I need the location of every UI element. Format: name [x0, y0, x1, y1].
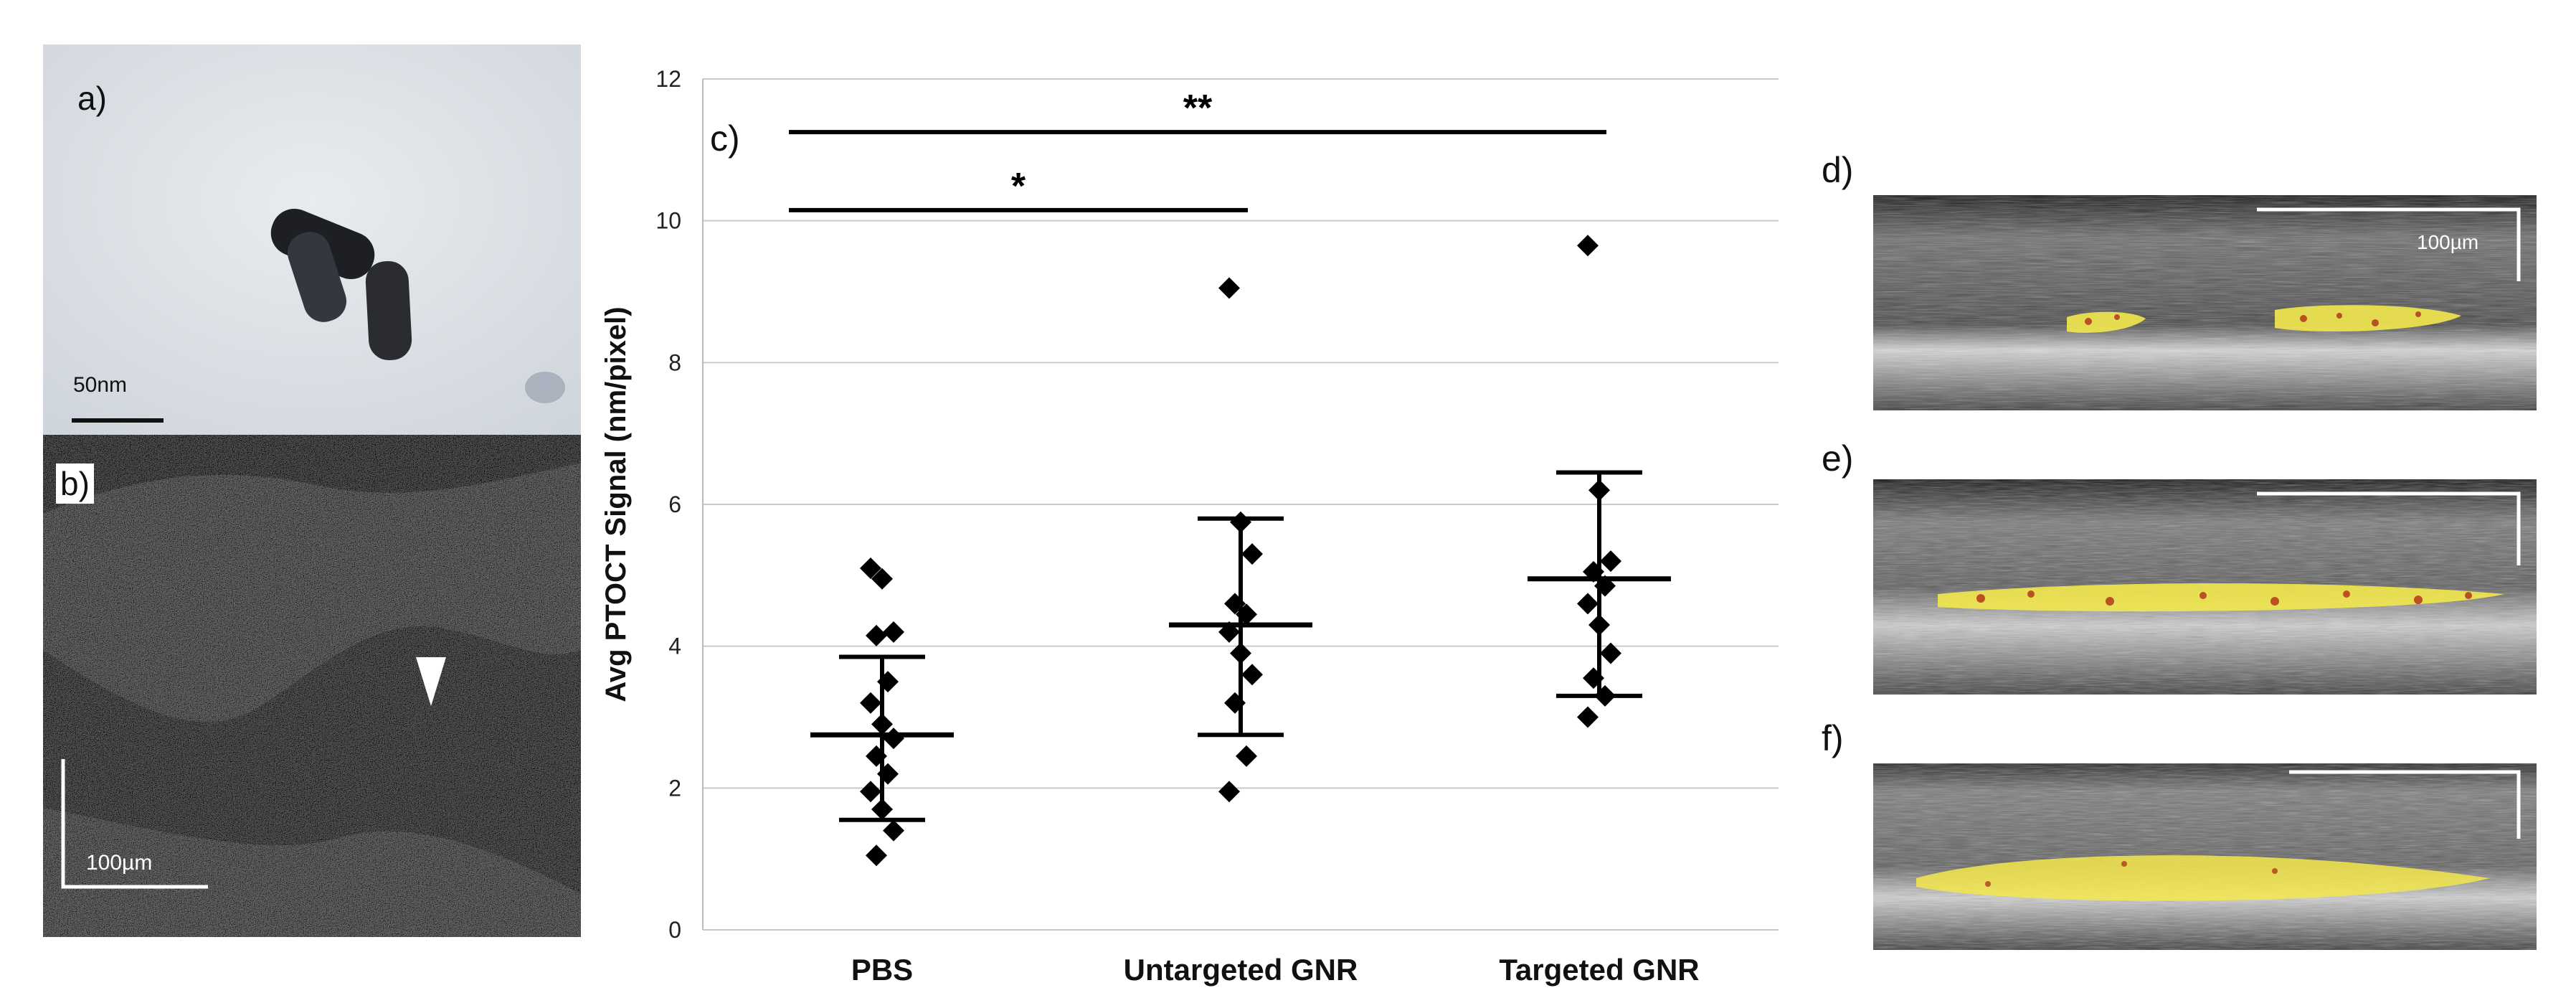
scale-bar-d-label: 100µm: [2417, 231, 2479, 253]
data-point: [1236, 745, 1257, 767]
data-point: [1588, 614, 1610, 636]
data-point: [866, 624, 887, 646]
data-point: [1600, 550, 1621, 573]
nanorod: [365, 260, 412, 361]
panel-c-label: c): [710, 118, 740, 159]
ptoct-overlay: [1916, 855, 2490, 901]
y-tick-label: 6: [668, 491, 681, 517]
oct-image-b: [43, 435, 581, 937]
panel-c-chart: 0 2 4 6 8 10 12 Avg PTOCT Signal (nm/pixel) PBS U…: [595, 29, 1814, 993]
significance-label: *: [1011, 166, 1026, 207]
scatter-chart: 0 2 4 6 8 10 12 Avg PTOCT Signal (nm/pixel) PBS U…: [600, 66, 1779, 987]
data-point: [1230, 642, 1251, 664]
y-tick-label: 4: [668, 634, 681, 659]
data-point: [1583, 667, 1604, 690]
data-point: [1224, 692, 1246, 714]
y-tick-label: 2: [668, 775, 681, 801]
data-point: [1230, 511, 1251, 533]
x-category-label: Untargeted GNR: [1124, 953, 1358, 987]
data-point: [860, 692, 881, 714]
y-tick-label: 8: [668, 349, 681, 375]
panel-a-tem-image: a) 50nm: [43, 44, 581, 435]
data-point: [1241, 543, 1263, 565]
nanorod: [287, 232, 347, 322]
data-point: [1224, 593, 1246, 615]
data-point: [1594, 684, 1616, 707]
significance-label: **: [1183, 88, 1213, 129]
scale-bar-b: [61, 759, 208, 889]
ptoct-overlay: [2275, 305, 2461, 331]
data-point: [1577, 593, 1599, 615]
panel-b-label: b): [56, 463, 94, 504]
y-tick-label: 10: [655, 208, 681, 234]
data-point: [1577, 706, 1599, 728]
data-point: [1218, 277, 1240, 299]
data-point: [1588, 479, 1610, 502]
panel-f-oct-image: [1873, 763, 2537, 950]
data-point: [1594, 575, 1616, 597]
panel-e-label: e): [1822, 438, 1854, 479]
data-point: [1600, 642, 1621, 664]
data-point: [883, 819, 904, 842]
scale-bar-f: [2289, 770, 2521, 839]
data-point: [860, 557, 881, 579]
data-point: [866, 745, 887, 767]
data-point: [871, 798, 893, 820]
panel-b-oct-image: b) 100µm: [43, 435, 581, 937]
data-point: [1241, 664, 1263, 686]
arrowhead-marker: [416, 657, 446, 706]
data-point: [1236, 603, 1257, 626]
data-point: [860, 781, 881, 803]
data-point: [1583, 560, 1604, 583]
data-point: [866, 844, 887, 867]
ptoct-overlay: [1938, 583, 2504, 612]
x-category-label: PBS: [851, 953, 913, 987]
scale-bar-e: [2257, 491, 2521, 565]
ptoct-overlay: [2067, 311, 2146, 333]
data-point: [883, 621, 904, 643]
data-point: [877, 763, 899, 785]
panel-d-label: d): [1822, 150, 1854, 190]
y-axis-label: Avg PTOCT Signal (nm/pixel): [600, 306, 632, 702]
panel-a-label: a): [77, 80, 107, 117]
y-tick-label: 0: [668, 917, 681, 943]
y-tick-label: 12: [655, 66, 681, 92]
data-point: [1577, 235, 1599, 257]
data-point: [877, 671, 899, 693]
data-point: [883, 728, 904, 750]
data-point: [1218, 781, 1240, 803]
data-point: [871, 568, 893, 590]
panel-e-oct-image: [1873, 479, 2537, 695]
scale-bar-b-label: 100µm: [86, 851, 153, 875]
data-point: [871, 713, 893, 735]
data-point: [1218, 621, 1240, 643]
scale-bar-d: [2257, 207, 2521, 281]
x-category-label: Targeted GNR: [1499, 953, 1699, 987]
tem-image: [43, 44, 581, 435]
scale-bar-a-label: 50nm: [73, 373, 128, 397]
panel-d-oct-image: 100µm: [1873, 195, 2537, 410]
panel-f-label: f): [1822, 718, 1844, 758]
